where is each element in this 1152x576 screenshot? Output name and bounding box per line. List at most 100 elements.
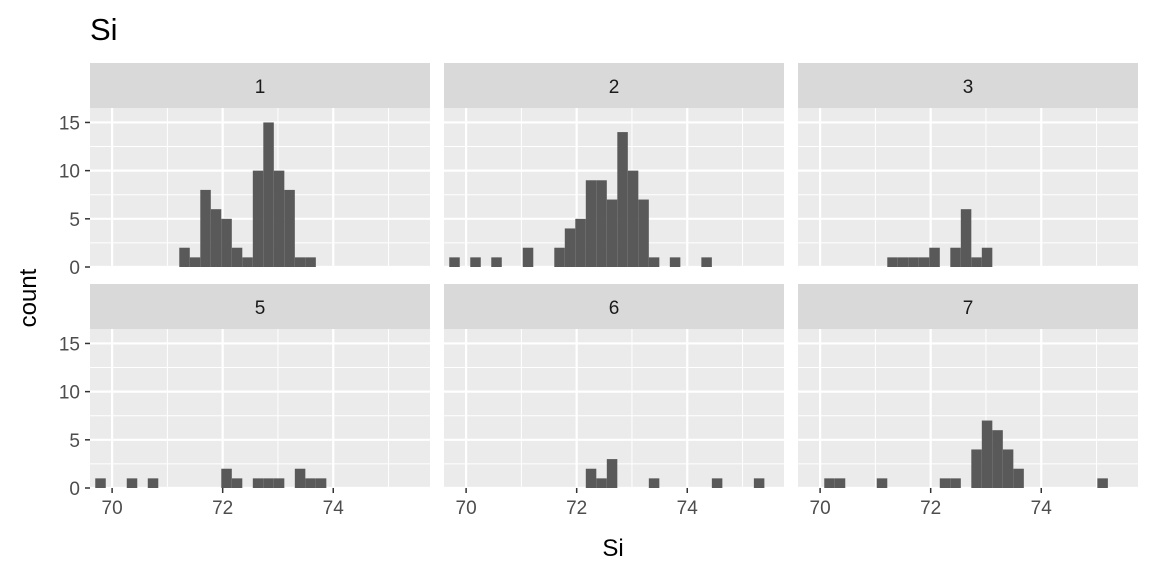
histogram-bar (701, 257, 712, 267)
histogram-bar (648, 478, 660, 488)
histogram-bar (918, 257, 930, 267)
histogram-bar (294, 257, 306, 267)
histogram-bar (231, 478, 243, 488)
y-axis-label: count (15, 268, 42, 327)
histogram-bar (273, 478, 285, 488)
histogram-bar (305, 257, 316, 267)
x-tick-label: 72 (920, 498, 941, 519)
histogram-bar (908, 257, 919, 267)
x-tick-label: 70 (102, 498, 123, 519)
histogram-bar (585, 180, 597, 267)
histogram-bar (252, 478, 264, 488)
histogram-bar (627, 170, 639, 267)
histogram-bar (711, 478, 723, 488)
histogram-bar (554, 247, 565, 267)
x-tick-label: 74 (323, 498, 345, 519)
facet-strip-label: 2 (609, 77, 620, 98)
histogram-bar (876, 478, 888, 488)
facet-strip (90, 284, 430, 329)
histogram-bar (242, 257, 253, 267)
histogram-bar (210, 209, 222, 267)
histogram-bar (231, 247, 243, 267)
histogram-bar (263, 478, 274, 488)
histogram-bar (189, 257, 201, 267)
x-tick-label: 72 (212, 498, 233, 519)
histogram-bar (221, 218, 232, 267)
histogram-bar (1097, 478, 1108, 488)
histogram-bar (606, 199, 618, 267)
facet-strip-label: 3 (963, 77, 974, 98)
histogram-bar (263, 122, 274, 267)
histogram-bar (179, 247, 190, 267)
facet-panel-background (90, 329, 430, 488)
histogram-bar (585, 468, 597, 488)
facet-strip (90, 63, 430, 108)
histogram-bar (252, 170, 264, 267)
histogram-bar (648, 257, 660, 267)
x-tick-label: 74 (1031, 498, 1053, 519)
histogram-bar (834, 478, 846, 488)
facet-strip (798, 284, 1138, 329)
facet-strip-label: 7 (963, 298, 974, 319)
histogram-bar (294, 468, 306, 488)
x-axis-label: Si (602, 535, 623, 562)
histogram-bar (950, 478, 961, 488)
histogram-bar (491, 257, 502, 267)
histogram-bar (273, 170, 285, 267)
histogram-bar (824, 478, 835, 488)
histogram-bar (200, 189, 211, 267)
y-tick-label: 0 (69, 258, 80, 279)
y-tick-label: 5 (69, 210, 80, 231)
histogram-bar (221, 468, 232, 488)
histogram-bar (669, 257, 681, 267)
histogram-bar (126, 478, 138, 488)
histogram-bar (950, 247, 961, 267)
histogram-bar (992, 430, 1003, 488)
y-tick-label: 0 (69, 479, 80, 500)
facet-strip-label: 5 (255, 298, 266, 319)
histogram-bar (971, 257, 982, 267)
histogram-bar (522, 247, 534, 267)
y-tick-label: 10 (59, 162, 80, 183)
histogram-bar (939, 478, 951, 488)
histogram-bar (564, 228, 576, 267)
y-tick-label: 10 (59, 383, 80, 404)
histogram-bar (1013, 468, 1024, 488)
y-tick-label: 15 (59, 113, 80, 134)
histogram-bar (315, 478, 327, 488)
histogram-bar (981, 420, 993, 488)
histogram-bar (305, 478, 316, 488)
x-tick-label: 74 (677, 498, 699, 519)
histogram-bar (575, 218, 586, 267)
histogram-bar (449, 257, 460, 267)
y-tick-label: 5 (69, 431, 80, 452)
histogram-bar (596, 478, 607, 488)
histogram-bar (617, 132, 628, 267)
x-tick-label: 70 (810, 498, 831, 519)
histogram-bar (929, 247, 940, 267)
histogram-bar (596, 180, 607, 267)
histogram-bar (638, 199, 649, 267)
facet-strip (444, 284, 784, 329)
histogram-bar (971, 449, 982, 488)
chart-title: Si (90, 12, 118, 47)
histogram-bar (95, 478, 106, 488)
facet-strip-label: 6 (609, 298, 620, 319)
facet-strip (798, 63, 1138, 108)
histogram-bar (284, 189, 295, 267)
facet-strip (444, 63, 784, 108)
y-tick-label: 15 (59, 334, 80, 355)
x-tick-label: 72 (566, 498, 587, 519)
histogram-bar (897, 257, 909, 267)
histogram-bar (1002, 449, 1014, 488)
histogram-bar (960, 209, 972, 267)
facet-strip-label: 1 (255, 77, 266, 98)
x-tick-label: 70 (456, 498, 477, 519)
histogram-bar (606, 459, 618, 488)
histogram-bar (887, 257, 898, 267)
histogram-bar (981, 247, 993, 267)
histogram-bar (753, 478, 765, 488)
histogram-bar (147, 478, 159, 488)
